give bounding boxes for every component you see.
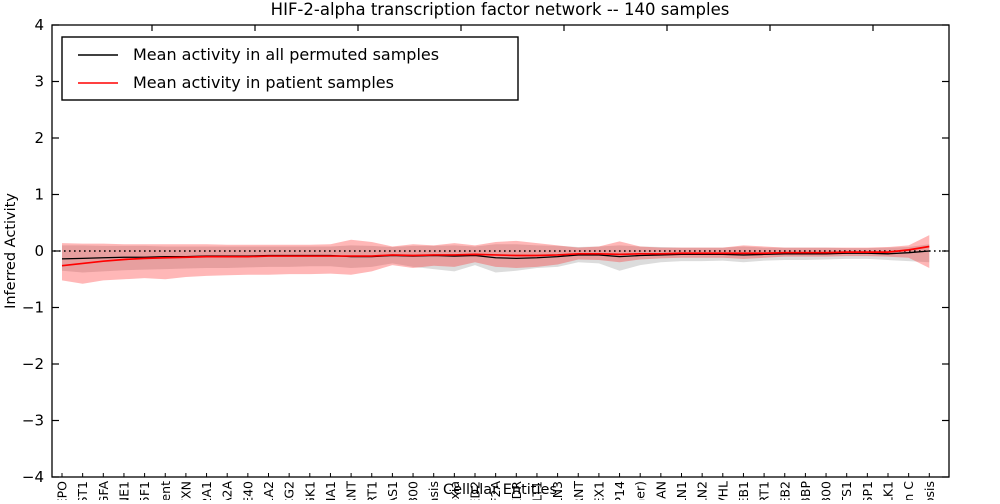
x-tick-label: KDR	[509, 481, 524, 500]
x-tick-label: FXN	[178, 481, 193, 500]
x-tick-label: CITED2	[468, 481, 483, 500]
x-tick-label: ETS1	[839, 481, 854, 500]
x-tick-label: EGLN2	[695, 481, 710, 500]
x-tick-label: ABCG2	[282, 481, 297, 500]
y-tick-label: −2	[22, 355, 44, 373]
x-tick-label: EPO	[55, 481, 70, 500]
x-tick-label: SIRT1	[757, 481, 772, 500]
y-tick-label: 4	[34, 16, 44, 34]
mean-patient-line	[61, 245, 930, 267]
y-tick-labels: −4 −3 −2 −1 0 1 2 3 4	[22, 16, 44, 486]
x-tick-label: FIH (dimer)	[633, 481, 648, 500]
x-tick-label: EP300	[819, 481, 834, 500]
x-tick-label: VHL	[715, 481, 730, 500]
x-tick-label: POU5F1	[137, 481, 152, 500]
chart-title: HIF-2-alpha transcription factor network…	[271, 0, 730, 19]
x-tick-label: FLT1	[529, 481, 544, 500]
x-tick-label: CREBBP	[798, 481, 813, 500]
x-tick-label: EFNA1	[323, 481, 338, 500]
x-tick-label: germ cell development	[158, 481, 173, 500]
x-tick-label: ARNT	[571, 481, 586, 500]
x-tick-label: EPAS1	[385, 481, 400, 500]
x-tick-label: HIF2A/ARNT	[344, 481, 359, 500]
y-tick-label: −4	[22, 468, 44, 486]
x-tick-label: neuron apoptosis	[922, 481, 937, 500]
x-tick-label: TCEB1	[736, 481, 751, 500]
y-tick-label: 0	[34, 242, 44, 260]
x-tick-label: HIF1AN	[653, 481, 668, 500]
y-tick-label: 2	[34, 129, 44, 147]
x-axis-label: Cellular Entities	[443, 482, 557, 498]
x-tick-label: APEX1	[591, 481, 606, 500]
legend-label-patient: Mean activity in patient samples	[133, 73, 394, 92]
x-tick-label: PGK1	[302, 481, 317, 500]
x-tick-label: response to hypoxia	[447, 481, 462, 500]
x-tick-label: HIF2A/ARNT/SIRT1	[364, 481, 379, 500]
x-tick-labels: EPO TWIST1 VEGFA SERPINE1 POU5F1 germ cell de…	[55, 481, 937, 504]
y-tick-label: −1	[22, 299, 44, 317]
x-tick-label: VEGFA	[96, 481, 111, 500]
x-tick-label: TCEB2	[777, 481, 792, 500]
legend-label-permuted: Mean activity in all permuted samples	[133, 45, 439, 64]
y-tick-label: −3	[22, 412, 44, 430]
x-tick-label: ADORA2A	[220, 481, 235, 500]
legend-box	[61, 36, 519, 101]
x-tick-label: HIF2A/ARNT/Cbp/p300	[406, 481, 421, 500]
axis-ticks	[52, 24, 949, 478]
std-bands	[62, 235, 930, 284]
x-tick-label: VHL/Elongin B/Elongin C	[901, 481, 916, 500]
x-tick-label: SLC11A2	[261, 481, 276, 500]
mean-lines	[61, 245, 930, 267]
y-tick-label: 1	[34, 186, 44, 204]
x-tick-label: SLC2A1	[199, 481, 214, 500]
x-tick-label: EGLN1	[674, 481, 689, 500]
x-tick-label: BHLHE40	[240, 481, 255, 500]
y-axis-label: Inferred Activity	[3, 193, 19, 309]
x-tick-label: SP1	[860, 481, 875, 500]
legend: Mean activity in all permuted samples Me…	[61, 36, 519, 101]
x-tick-label: ELK1	[881, 481, 896, 500]
x-tick-label: EGLN3	[550, 481, 565, 500]
x-tick-label: MMP14	[612, 481, 627, 500]
x-tick-label: oxygen homeostasis	[426, 481, 441, 500]
x-tick-label: VHL/Elongin B/Elongin C/HIF2A	[488, 481, 503, 500]
x-tick-label: TWIST1	[75, 481, 90, 500]
x-tick-label: SERPINE1	[116, 481, 131, 500]
patient-std-band	[62, 235, 930, 284]
y-tick-label: 3	[34, 73, 44, 91]
